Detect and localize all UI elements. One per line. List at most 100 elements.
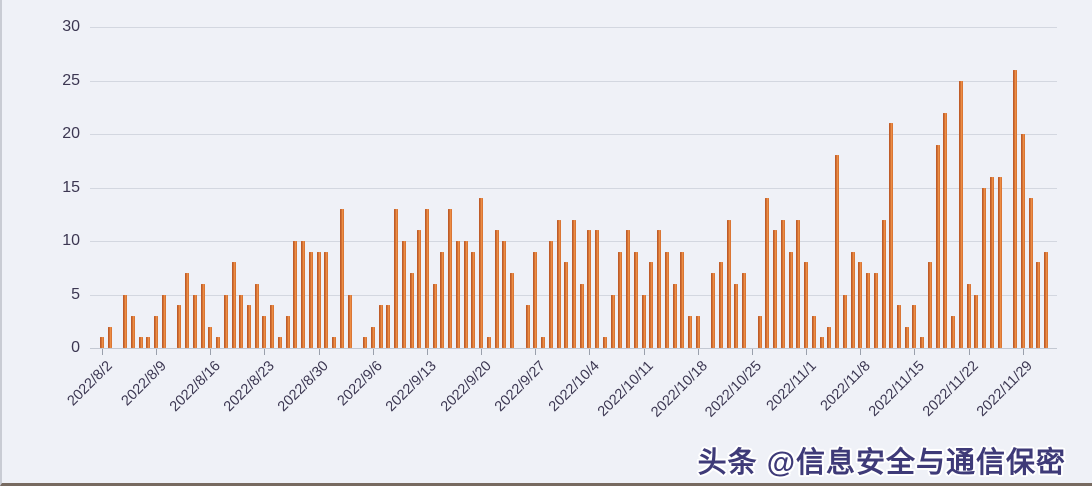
bar <box>997 176 1002 348</box>
bar <box>572 219 576 348</box>
bar <box>842 294 847 348</box>
x-axis-label: 2022/8/30 <box>275 358 332 415</box>
gridline <box>90 187 1057 189</box>
bar <box>719 262 724 348</box>
bar <box>502 241 507 348</box>
bar <box>146 337 151 348</box>
bar <box>231 262 236 348</box>
bar <box>417 230 422 348</box>
x-axis-label: 2022/9/20 <box>437 358 495 415</box>
bar <box>579 283 584 348</box>
bar <box>711 273 716 348</box>
y-axis-label: 5 <box>71 285 80 303</box>
bar <box>556 219 561 348</box>
bar <box>765 198 770 348</box>
x-axis-tick <box>860 349 862 355</box>
bar <box>835 155 840 348</box>
bar <box>780 219 785 348</box>
bar <box>626 230 631 348</box>
x-axis-label: 2022/11/22 <box>920 358 982 420</box>
bar <box>386 305 391 348</box>
bar <box>935 144 940 348</box>
bar <box>177 305 182 348</box>
bar <box>1028 198 1033 348</box>
bar <box>486 337 491 348</box>
bar <box>889 123 894 348</box>
bar <box>664 251 669 348</box>
bar <box>873 273 878 348</box>
y-axis-label: 10 <box>62 232 80 249</box>
bar <box>881 219 886 348</box>
bar <box>277 337 282 348</box>
bar <box>688 315 693 348</box>
bar <box>672 283 677 348</box>
bar <box>796 219 801 348</box>
bar <box>788 251 793 348</box>
bar <box>912 305 917 348</box>
bar <box>896 305 901 348</box>
x-axis-tick <box>535 349 537 355</box>
x-axis-tick <box>643 349 645 355</box>
x-axis-tick <box>156 349 158 355</box>
bar <box>324 251 329 348</box>
bar <box>1036 262 1041 348</box>
bar <box>695 315 700 348</box>
x-axis-tick <box>102 349 103 355</box>
bar <box>541 337 546 348</box>
x-axis-label: 2022/9/13 <box>383 358 441 415</box>
bar <box>564 262 569 348</box>
bar <box>216 337 221 348</box>
x-axis-label: 2022/11/1 <box>763 358 820 415</box>
x-axis-label: 2022/10/18 <box>648 358 712 421</box>
x-axis-label: 2022/8/23 <box>220 358 278 415</box>
bar <box>192 294 197 348</box>
bar <box>440 251 445 348</box>
bar <box>850 251 855 348</box>
bar <box>811 315 816 348</box>
bar <box>680 251 685 348</box>
bar <box>610 294 615 348</box>
bar <box>734 283 739 348</box>
bar <box>958 80 963 348</box>
bar <box>471 251 476 348</box>
bar <box>742 273 747 348</box>
x-axis-tick <box>318 349 320 355</box>
bar <box>595 230 600 348</box>
bar <box>347 294 352 348</box>
bar <box>757 315 762 348</box>
bar <box>1044 251 1048 348</box>
bar <box>301 241 306 348</box>
bar <box>370 326 375 348</box>
bar <box>270 305 275 348</box>
bar <box>633 251 638 348</box>
bar <box>285 315 290 348</box>
bar <box>332 337 337 348</box>
bar <box>989 176 994 348</box>
bar <box>966 283 971 348</box>
bar <box>130 315 135 348</box>
bar <box>424 208 429 348</box>
x-axis-label: 2022/9/6 <box>334 358 387 410</box>
bar <box>533 251 538 348</box>
x-axis-label: 2022/9/27 <box>491 358 549 415</box>
bar <box>254 283 259 348</box>
x-axis-label: 2022/10/25 <box>702 358 766 421</box>
bar <box>200 283 205 348</box>
bar <box>455 241 460 348</box>
x-axis-tick <box>697 349 699 355</box>
bar <box>394 208 399 348</box>
bar <box>548 241 553 348</box>
bar <box>262 315 267 348</box>
x-axis-label: 2022/11/15 <box>865 358 928 420</box>
y-axis-label: 20 <box>62 125 80 142</box>
bar <box>510 273 515 348</box>
bar <box>154 315 159 348</box>
bar <box>804 262 809 348</box>
x-axis-label: 2022/8/2 <box>64 358 116 410</box>
x-axis-tick <box>806 349 808 355</box>
x-axis-tick <box>751 349 753 355</box>
bar <box>293 241 298 348</box>
x-axis-tick <box>210 349 212 355</box>
